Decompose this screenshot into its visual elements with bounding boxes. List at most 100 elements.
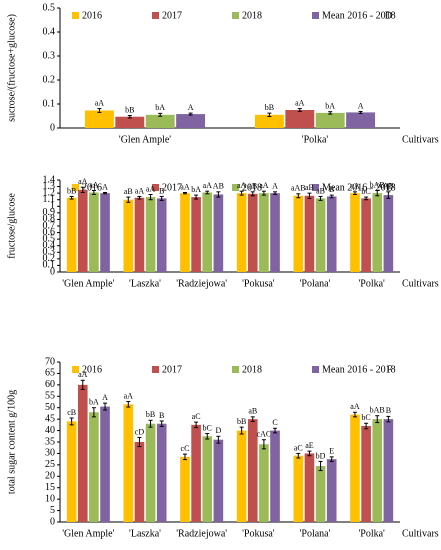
legend-label: 2018 (242, 364, 262, 375)
significance-letter: A (102, 182, 108, 191)
x-tick-label: 'Polka' (358, 278, 385, 289)
bar (123, 404, 134, 522)
significance-letter: bA (155, 103, 165, 112)
bar (213, 194, 224, 272)
significance-letter: aA (259, 181, 269, 190)
significance-letter: B (159, 186, 164, 195)
significance-letter: aA (350, 402, 360, 411)
significance-letter: B (329, 185, 334, 194)
y-tick-label: 0.9 (43, 207, 56, 218)
significance-letter: aB (248, 182, 257, 191)
x-tick-label: 'Laszka' (129, 278, 161, 289)
y-axis-label: sucrose/(fructose+glucose) (6, 14, 17, 122)
y-tick-label: 65 (45, 368, 55, 379)
y-tick-label: 40 (45, 425, 55, 436)
plot-frame (57, 175, 439, 297)
significance-letter: bB (265, 103, 274, 112)
significance-letter: aC (192, 412, 201, 421)
legend-swatch (312, 184, 319, 191)
significance-letter: bB (146, 410, 155, 419)
x-axis-label: Cultivars (402, 134, 439, 145)
bar (89, 192, 99, 272)
significance-letter: AB (213, 182, 224, 191)
y-tick-label: 25 (45, 459, 55, 470)
bar (191, 197, 201, 272)
y-axis-label: fructose/glucose (6, 193, 17, 259)
bar (77, 384, 88, 522)
bar (270, 430, 280, 522)
bar (77, 189, 88, 272)
legend-swatch (232, 12, 239, 19)
bar (66, 421, 77, 522)
x-tick-label: 'Glen Ample' (62, 278, 114, 289)
y-tick-label: 55 (45, 391, 55, 402)
bar (156, 423, 167, 522)
bar (326, 459, 337, 522)
x-tick-label: 'Polana' (300, 528, 331, 539)
significance-letter: A (358, 101, 364, 110)
y-tick-label: 20 (45, 471, 55, 482)
bar (89, 412, 99, 522)
x-tick-label: 'Glen Ample' (62, 528, 114, 539)
bar (236, 193, 247, 272)
bar (361, 198, 371, 272)
x-tick-label: 'Laszka' (129, 528, 161, 539)
bar (254, 114, 284, 128)
x-axis-label: Cultivars (402, 278, 439, 289)
x-tick-label: 'Pokusa' (242, 528, 275, 539)
bar (115, 116, 145, 128)
legend-label: 2018 (242, 182, 262, 193)
significance-letter: aA (89, 180, 99, 189)
legend-swatch (232, 184, 239, 191)
legend-swatch (312, 366, 319, 373)
significance-letter: aAB (291, 184, 306, 193)
bar (247, 193, 258, 272)
significance-letter: bAB (370, 406, 385, 415)
bar (304, 195, 315, 272)
y-tick-label: 1.3 (43, 181, 56, 192)
significance-letter: aE (305, 441, 314, 450)
y-tick-label: 0 (50, 516, 55, 527)
bar (66, 197, 77, 272)
panel-letter: E (386, 182, 392, 193)
y-tick-label: 0.1 (43, 98, 56, 109)
significance-letter: bD (316, 451, 326, 460)
significance-letter: C (272, 418, 277, 427)
bar (156, 198, 167, 272)
significance-letter: B (159, 411, 164, 420)
y-tick-label: 0.3 (43, 50, 56, 61)
y-tick-label: 1 (50, 201, 55, 212)
y-tick-label: 0 (50, 122, 55, 133)
legend-label: 2016 (82, 10, 102, 21)
significance-letter: aA (237, 181, 247, 190)
x-tick-label: 'Pokusa' (242, 278, 275, 289)
y-tick-label: 1.4 (43, 174, 56, 185)
y-tick-label: 0.2 (43, 253, 56, 264)
significance-letter: A (272, 182, 278, 191)
significance-letter: aA (78, 370, 88, 379)
legend-label: Mean 2016 - 2018 (322, 182, 396, 193)
significance-letter: aC (294, 443, 303, 452)
significance-letter: bA (191, 185, 201, 194)
x-tick-label: 'Polka' (302, 134, 329, 145)
bar (259, 444, 269, 522)
significance-letter: cD (135, 427, 145, 436)
panel-letter: F (386, 364, 392, 375)
significance-letter: bAB (370, 180, 385, 189)
bar (123, 199, 134, 272)
bar (180, 456, 190, 522)
bar (134, 197, 145, 272)
bar (304, 453, 315, 522)
y-tick-label: 0.5 (43, 2, 56, 13)
y-tick-label: 50 (45, 402, 55, 413)
legend-swatch (152, 184, 159, 191)
legend-swatch (152, 12, 159, 19)
bar (383, 195, 394, 272)
y-tick-label: 1.2 (43, 187, 56, 198)
bar (145, 423, 156, 522)
bar (285, 110, 315, 128)
significance-letter: bA (325, 102, 335, 111)
x-tick-label: 'Polana' (300, 278, 331, 289)
bar (346, 112, 376, 128)
significance-letter: aB (248, 407, 257, 416)
